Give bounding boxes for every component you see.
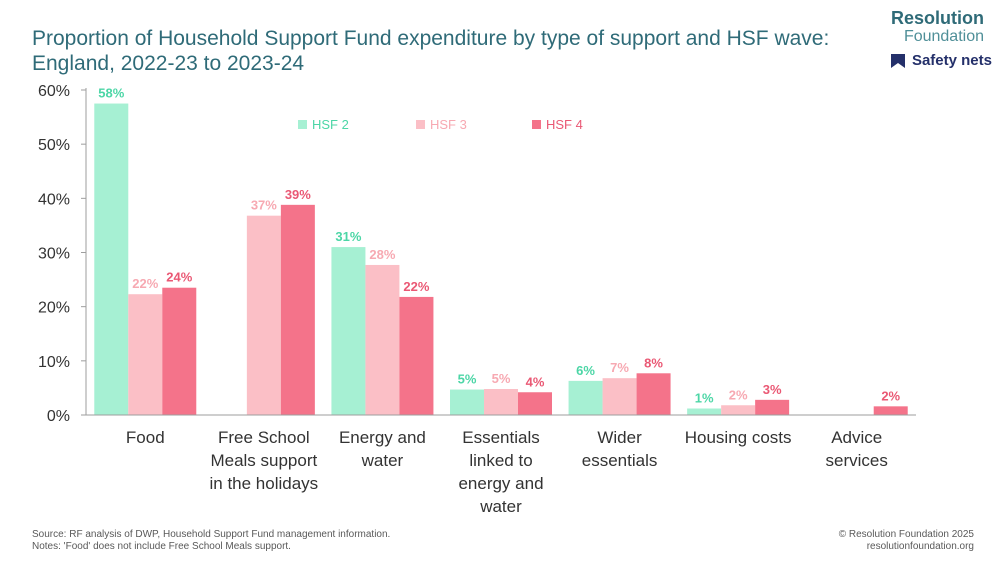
bar-hsf-2 — [94, 103, 129, 416]
bar-hsf-4 — [518, 392, 552, 415]
bar-hsf-3 — [128, 294, 163, 415]
notes-note: Notes: 'Food' does not include Free Scho… — [32, 541, 291, 552]
y-tick-label: 30% — [38, 246, 70, 263]
y-tick-label: 60% — [38, 83, 70, 100]
bar-hsf-4 — [636, 373, 671, 415]
bar-hsf-4 — [280, 204, 315, 415]
data-label: 31% — [335, 229, 361, 244]
x-category-label: Free School — [218, 428, 310, 447]
bar-hsf-3 — [721, 405, 756, 415]
bar-hsf-4 — [162, 287, 197, 415]
bar-hsf-4 — [755, 399, 790, 415]
legend-label: HSF 4 — [546, 117, 583, 132]
x-category-label: energy and — [458, 474, 543, 493]
legend: HSF 2 HSF 3 HSF 4 — [298, 117, 583, 132]
data-label: 3% — [763, 382, 782, 397]
theme-tag: Safety nets — [890, 52, 992, 69]
bar-hsf-2 — [450, 389, 484, 415]
x-category-label: Food — [126, 428, 165, 447]
bar-hsf-2 — [687, 408, 722, 415]
y-tick-label: 20% — [38, 300, 70, 317]
bar-hsf-3 — [246, 215, 281, 415]
x-axis: Food Free School Meals support in the holid… — [86, 414, 916, 516]
brand-name: Resolution — [891, 8, 984, 28]
data-label: 4% — [526, 374, 545, 389]
x-category-label: Wider — [597, 428, 642, 447]
data-label: 37% — [251, 198, 277, 213]
footer-source-notes: Source: RF analysis of DWP, Household Su… — [32, 529, 390, 553]
x-category-label: essentials — [582, 451, 658, 470]
bar-hsf-4 — [873, 406, 908, 415]
x-category-label: water — [361, 451, 404, 470]
copyright-text: © Resolution Foundation 2025 — [838, 529, 974, 540]
x-category-label: linked to — [469, 451, 532, 470]
source-note: Source: RF analysis of DWP, Household Su… — [32, 529, 391, 540]
legend-label: HSF 3 — [430, 117, 467, 132]
x-category-label: services — [826, 451, 888, 470]
bookmark-icon — [890, 53, 905, 68]
legend-swatch — [532, 120, 541, 129]
x-category-label: Essentials — [462, 428, 539, 447]
legend-swatch — [416, 120, 425, 129]
x-category-label: in the holidays — [210, 474, 319, 493]
y-axis: 0% 10% 20% 30% 40% 50% 60% — [38, 83, 87, 425]
y-tick-label: 50% — [38, 137, 70, 154]
data-label: 8% — [644, 355, 663, 370]
data-label: 5% — [492, 371, 511, 386]
data-label: 22% — [132, 276, 158, 291]
brand-name-sub: Foundation — [903, 28, 984, 45]
brand-logo: Resolution Foundation — [891, 8, 984, 45]
legend-swatch — [298, 120, 307, 129]
x-category-label: Meals support — [210, 451, 317, 470]
bar-hsf-3 — [484, 389, 518, 415]
data-label: 22% — [403, 279, 429, 294]
x-category-label: Housing costs — [685, 428, 792, 447]
y-tick-label: 10% — [38, 354, 70, 371]
data-label: 58% — [98, 86, 124, 101]
x-category-label: Advice — [831, 428, 882, 447]
bar-hsf-2 — [331, 247, 366, 415]
bar-hsf-2 — [568, 380, 603, 415]
data-label: 7% — [610, 360, 629, 375]
data-label: 2% — [881, 388, 900, 403]
x-category-label: Energy and — [339, 428, 426, 447]
data-label: 28% — [369, 247, 395, 262]
bars: 58% 22% 24% 37% 39% 31% 28% 22% 5% 5% 4% 6% 7% 8% 1% 2%… — [94, 86, 908, 416]
x-category-label: water — [479, 497, 522, 516]
data-label: 39% — [285, 187, 311, 202]
data-label: 24% — [166, 270, 192, 285]
website-text: resolutionfoundation.org — [866, 541, 974, 552]
data-label: 2% — [729, 387, 748, 402]
chart-title: Proportion of Household Support Fund exp… — [32, 27, 830, 75]
footer-credits: © Resolution Foundation 2025 resolutionf… — [839, 529, 974, 553]
legend-label: HSF 2 — [312, 117, 349, 132]
data-label: 1% — [695, 391, 714, 406]
data-label: 6% — [576, 363, 595, 378]
y-tick-label: 0% — [47, 408, 70, 425]
bar-hsf-3 — [365, 264, 400, 415]
y-tick-label: 40% — [38, 191, 70, 208]
theme-label: Safety nets — [911, 52, 992, 69]
bar-hsf-4 — [399, 296, 434, 415]
data-label: 5% — [458, 372, 477, 387]
bar-hsf-3 — [602, 378, 637, 415]
